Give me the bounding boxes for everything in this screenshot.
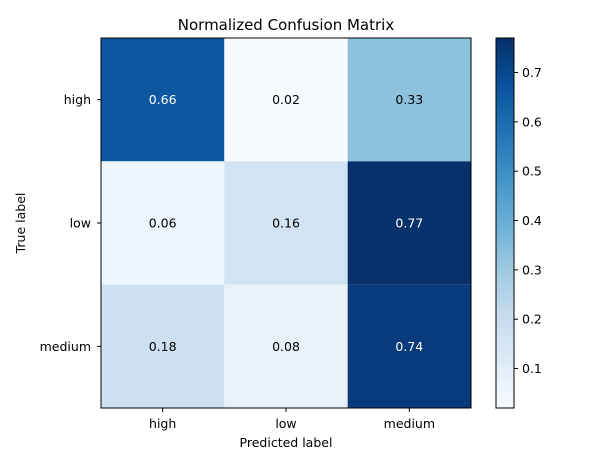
heatmap-cell <box>224 161 348 285</box>
colorbar-tick-label: 0.3 <box>522 262 542 277</box>
colorbar-tick-label: 0.1 <box>522 361 542 376</box>
cell-value-label: 0.33 <box>395 92 423 107</box>
cell-value-label: 0.77 <box>395 216 423 231</box>
colorbar-tick-label: 0.7 <box>522 65 542 80</box>
heatmap-cell <box>224 38 348 162</box>
colorbar-ticks: 0.1 0.2 0.3 0.4 0.5 0.6 0.7 <box>514 65 542 376</box>
x-tick-label: medium <box>384 416 435 431</box>
x-tick-label: low <box>275 416 296 431</box>
y-tick-label: high <box>64 92 91 107</box>
colorbar-tick-label: 0.2 <box>522 312 542 327</box>
colorbar-tick-label: 0.5 <box>522 164 542 179</box>
heatmap-cell <box>347 161 471 285</box>
x-axis-ticks: high low medium <box>149 408 435 431</box>
cell-value-label: 0.18 <box>149 339 177 354</box>
cell-value-label: 0.16 <box>272 216 300 231</box>
cell-value-label: 0.06 <box>149 216 177 231</box>
cell-value-label: 0.74 <box>395 339 423 354</box>
cell-value-label: 0.66 <box>149 92 177 107</box>
heatmap-cell <box>347 38 471 162</box>
y-axis-ticks: high low medium <box>40 92 101 354</box>
chart-title: Normalized Confusion Matrix <box>178 16 395 34</box>
y-tick-label: low <box>70 216 91 231</box>
x-tick-label: high <box>149 416 176 431</box>
colorbar <box>495 37 515 409</box>
y-tick-label: medium <box>40 339 91 354</box>
x-axis-label: Predicted label <box>240 435 333 450</box>
colorbar-tick-label: 0.4 <box>522 213 542 228</box>
heatmap-cells: 0.66 0.02 0.33 0.06 0.16 0.77 0.18 0.08 0.74 <box>101 38 471 408</box>
cell-value-label: 0.02 <box>272 92 300 107</box>
heatmap-cell <box>101 284 225 408</box>
y-axis-label: True label <box>13 193 28 255</box>
cell-value-label: 0.08 <box>272 339 300 354</box>
heatmap-cell <box>101 38 225 162</box>
heatmap-cell <box>224 284 348 408</box>
colorbar-tick-label: 0.6 <box>522 114 542 129</box>
heatmap-cell <box>101 161 225 285</box>
heatmap-cell <box>347 284 471 408</box>
